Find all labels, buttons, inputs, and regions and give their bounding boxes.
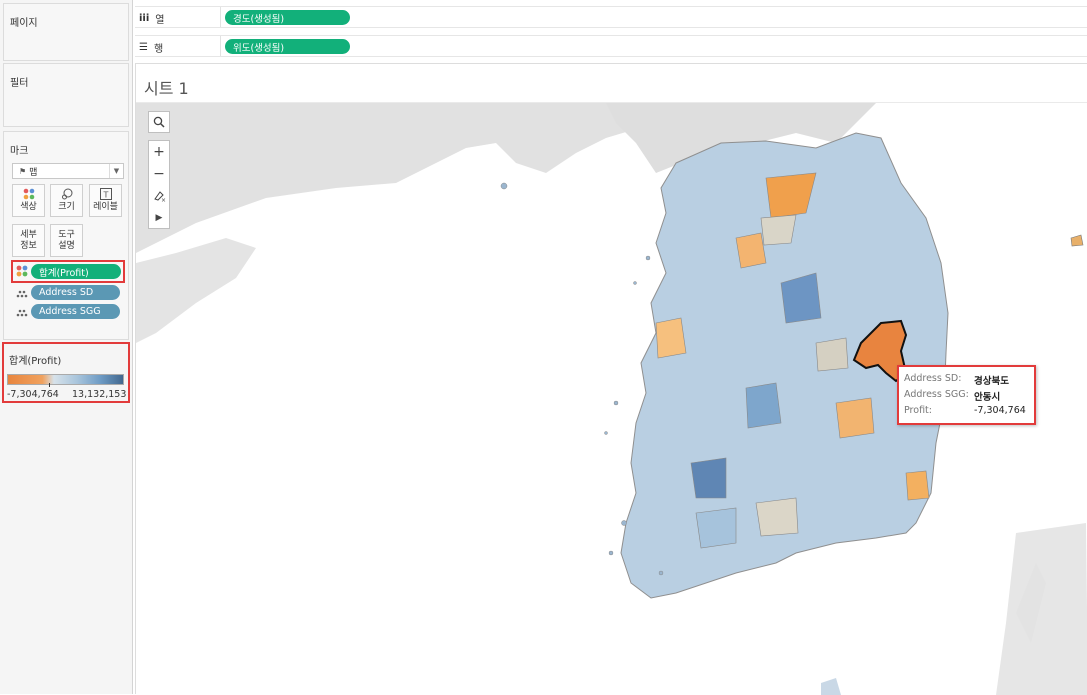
tooltip-val-profit: -7,304,764: [974, 405, 1026, 416]
district-beige-3[interactable]: [755, 497, 799, 537]
north-korea-landmass: [606, 103, 876, 173]
expand-arrow-icon[interactable]: ▶: [155, 213, 163, 223]
title-divider: [136, 102, 1087, 103]
tooltip-label-1: 도구: [58, 229, 75, 240]
dokdo-islet: [1070, 234, 1084, 247]
pill-address-sd[interactable]: Address SD: [31, 285, 120, 300]
chevron-down-icon[interactable]: ▼: [109, 164, 123, 178]
tooltip-row-sgg: Address SGG: 안동시: [904, 389, 1000, 403]
detail-dots-icon: [15, 285, 29, 299]
tooltip-row-sd: Address SD: 경상북도: [904, 373, 1009, 387]
tooltip-key-sgg: Address SGG:: [904, 389, 969, 400]
tooltip-key-profit: Profit:: [904, 405, 932, 416]
highlight-box-color-pill: [11, 260, 125, 283]
size-icon: [61, 188, 73, 200]
text-label-icon: T: [99, 188, 112, 200]
color-dots-icon: [15, 264, 29, 278]
district-orange-gb[interactable]: [835, 397, 875, 439]
tooltip-button[interactable]: 도구 설명: [50, 224, 83, 257]
district-blue-chungbuk[interactable]: [780, 272, 822, 324]
color-label: 색상: [20, 202, 37, 212]
korea-map[interactable]: [136, 103, 1087, 695]
tooltip-val-sgg: 안동시: [974, 392, 1001, 403]
label-button[interactable]: T 레이블: [89, 184, 122, 217]
map-search-button[interactable]: [148, 111, 170, 133]
columns-shelf[interactable]: iii 열 경도(생성됨): [135, 6, 1087, 28]
pill-address-sgg[interactable]: Address SGG: [31, 304, 120, 319]
mark-type-label: 맵: [29, 167, 38, 178]
size-button[interactable]: 크기: [50, 184, 83, 217]
filters-title: 필터: [10, 78, 29, 89]
district-orange-ulsan[interactable]: [905, 470, 930, 501]
detail-label-2: 정보: [20, 240, 37, 251]
columns-label: 열: [155, 15, 165, 26]
worksheet: 시트 1: [135, 63, 1087, 695]
label-label: 레이블: [93, 202, 118, 212]
shelf-divider: [220, 36, 221, 56]
tooltip-key-sd: Address SD:: [904, 373, 962, 384]
rows-shelf-label: ☰ 행: [139, 40, 163, 55]
district-beige[interactable]: [760, 214, 797, 246]
legend-color-ramp[interactable]: [7, 374, 124, 385]
shandong-landmass: [136, 238, 256, 343]
district-blue-southwest[interactable]: [690, 457, 727, 499]
left-panel: 페이지 필터 마크 ⚑ 맵 ▼ 색상 크기 T 레이블: [0, 0, 133, 694]
columns-shelf-label: iii 열: [139, 11, 165, 26]
pan-pin-icon[interactable]: ×: [149, 185, 169, 207]
marks-title: 마크: [10, 146, 29, 157]
district-orange-west[interactable]: [655, 317, 687, 359]
japan-island: [1016, 563, 1046, 643]
legend-max-label: 13,132,153: [72, 389, 127, 400]
detail-label-1: 세부: [20, 229, 37, 240]
detail-dots-icon: [15, 304, 29, 318]
highlight-box-legend: [2, 342, 130, 403]
district-light-blue[interactable]: [695, 507, 737, 549]
zoom-in-icon[interactable]: +: [153, 144, 165, 160]
tooltip-val-sd: 경상북도: [974, 376, 1009, 387]
map-mark-icon: ⚑: [19, 166, 27, 176]
district-blue-center[interactable]: [745, 382, 782, 429]
filters-card[interactable]: 필터: [3, 63, 129, 127]
rows-shelf[interactable]: ☰ 행 위도(생성됨): [135, 35, 1087, 57]
zoom-out-icon[interactable]: −: [153, 166, 165, 182]
color-dots-icon: [23, 188, 35, 200]
legend-min-label: -7,304,764: [7, 389, 59, 400]
tooltip-label-2: 설명: [58, 240, 75, 251]
pages-title: 페이지: [10, 18, 38, 29]
map-zoom-controls: + − × ▶: [148, 140, 170, 229]
china-landmass: [136, 103, 696, 253]
color-button[interactable]: 색상: [12, 184, 45, 217]
rows-icon: ☰: [139, 42, 148, 53]
district-beige-2[interactable]: [815, 337, 849, 372]
svg-text:×: ×: [161, 197, 166, 203]
south-islet: [821, 678, 841, 695]
mark-type-dropdown[interactable]: ⚑ 맵 ▼: [12, 163, 124, 179]
tooltip-row-profit: Profit: -7,304,764: [904, 405, 1026, 416]
columns-icon: iii: [139, 13, 150, 24]
marks-card: 마크 ⚑ 맵 ▼ 색상 크기 T 레이블 세부 정보: [3, 131, 129, 340]
west-islands: [500, 182, 664, 576]
size-label: 크기: [58, 202, 75, 212]
rows-label: 행: [153, 44, 164, 55]
detail-button[interactable]: 세부 정보: [12, 224, 45, 257]
japan-landmass: [996, 523, 1087, 695]
map-tooltip: Address SD: 경상북도 Address SGG: 안동시 Profit…: [897, 365, 1036, 425]
district-orange-north[interactable]: [765, 172, 817, 219]
district-orange-gyeonggi[interactable]: [735, 232, 767, 269]
sheet-title[interactable]: 시트 1: [144, 79, 189, 98]
legend-zero-tick: [49, 383, 50, 387]
pill-latitude[interactable]: 위도(생성됨): [225, 39, 350, 54]
district-andong-selected[interactable]: [852, 319, 908, 383]
legend-title: 합계(Profit): [9, 356, 62, 367]
svg-text:T: T: [102, 191, 108, 200]
search-icon: [153, 116, 165, 128]
shelf-divider: [220, 7, 221, 27]
pill-longitude[interactable]: 경도(생성됨): [225, 10, 350, 25]
pages-card[interactable]: 페이지: [3, 3, 129, 61]
pill-sum-profit[interactable]: 합계(Profit): [31, 264, 121, 279]
